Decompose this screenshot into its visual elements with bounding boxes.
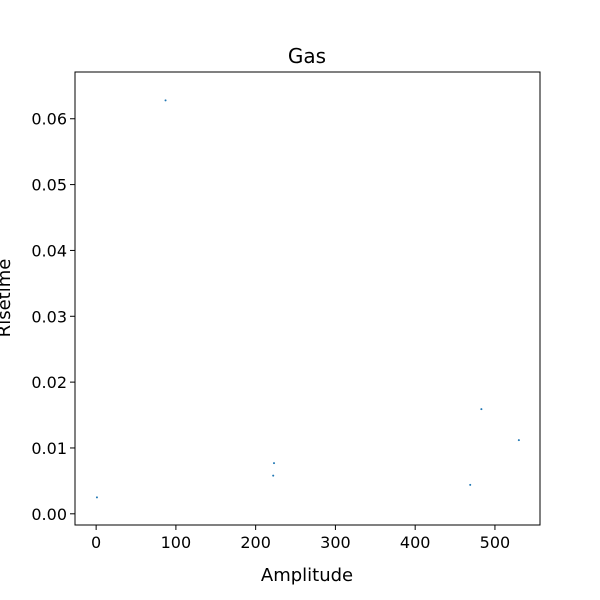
x-tick-label: 400: [400, 533, 431, 552]
data-point: [273, 462, 276, 465]
y-tick-label: 0.02: [31, 373, 67, 392]
plot-background: [75, 72, 540, 525]
data-point: [517, 439, 520, 442]
data-point: [164, 99, 167, 102]
data-points: [95, 99, 520, 499]
y-tick-label: 0.05: [31, 176, 67, 195]
x-tick-label: 100: [161, 533, 192, 552]
x-tick-label: 500: [480, 533, 511, 552]
y-axis: 0.00 0.01 0.02 0.03 0.04 0.05 0.06: [31, 110, 75, 524]
data-point: [95, 496, 98, 499]
y-tick-label: 0.00: [31, 505, 67, 524]
x-tick-label: 200: [240, 533, 271, 552]
x-tick-label: 300: [320, 533, 351, 552]
data-point: [272, 474, 275, 477]
x-axis-label: Amplitude: [261, 565, 353, 586]
plot-frame: [74, 71, 541, 526]
data-point: [480, 408, 483, 411]
y-tick-label: 0.04: [31, 241, 67, 260]
chart-title: Gas: [288, 44, 326, 68]
data-point: [469, 483, 472, 486]
y-axis-label: Risetime: [0, 259, 15, 338]
y-tick-label: 0.03: [31, 307, 67, 326]
y-tick-label: 0.01: [31, 439, 67, 458]
y-tick-label: 0.06: [31, 110, 67, 129]
x-tick-label: 0: [91, 533, 101, 552]
x-axis: 0 100 200 300 400 500: [91, 525, 510, 552]
